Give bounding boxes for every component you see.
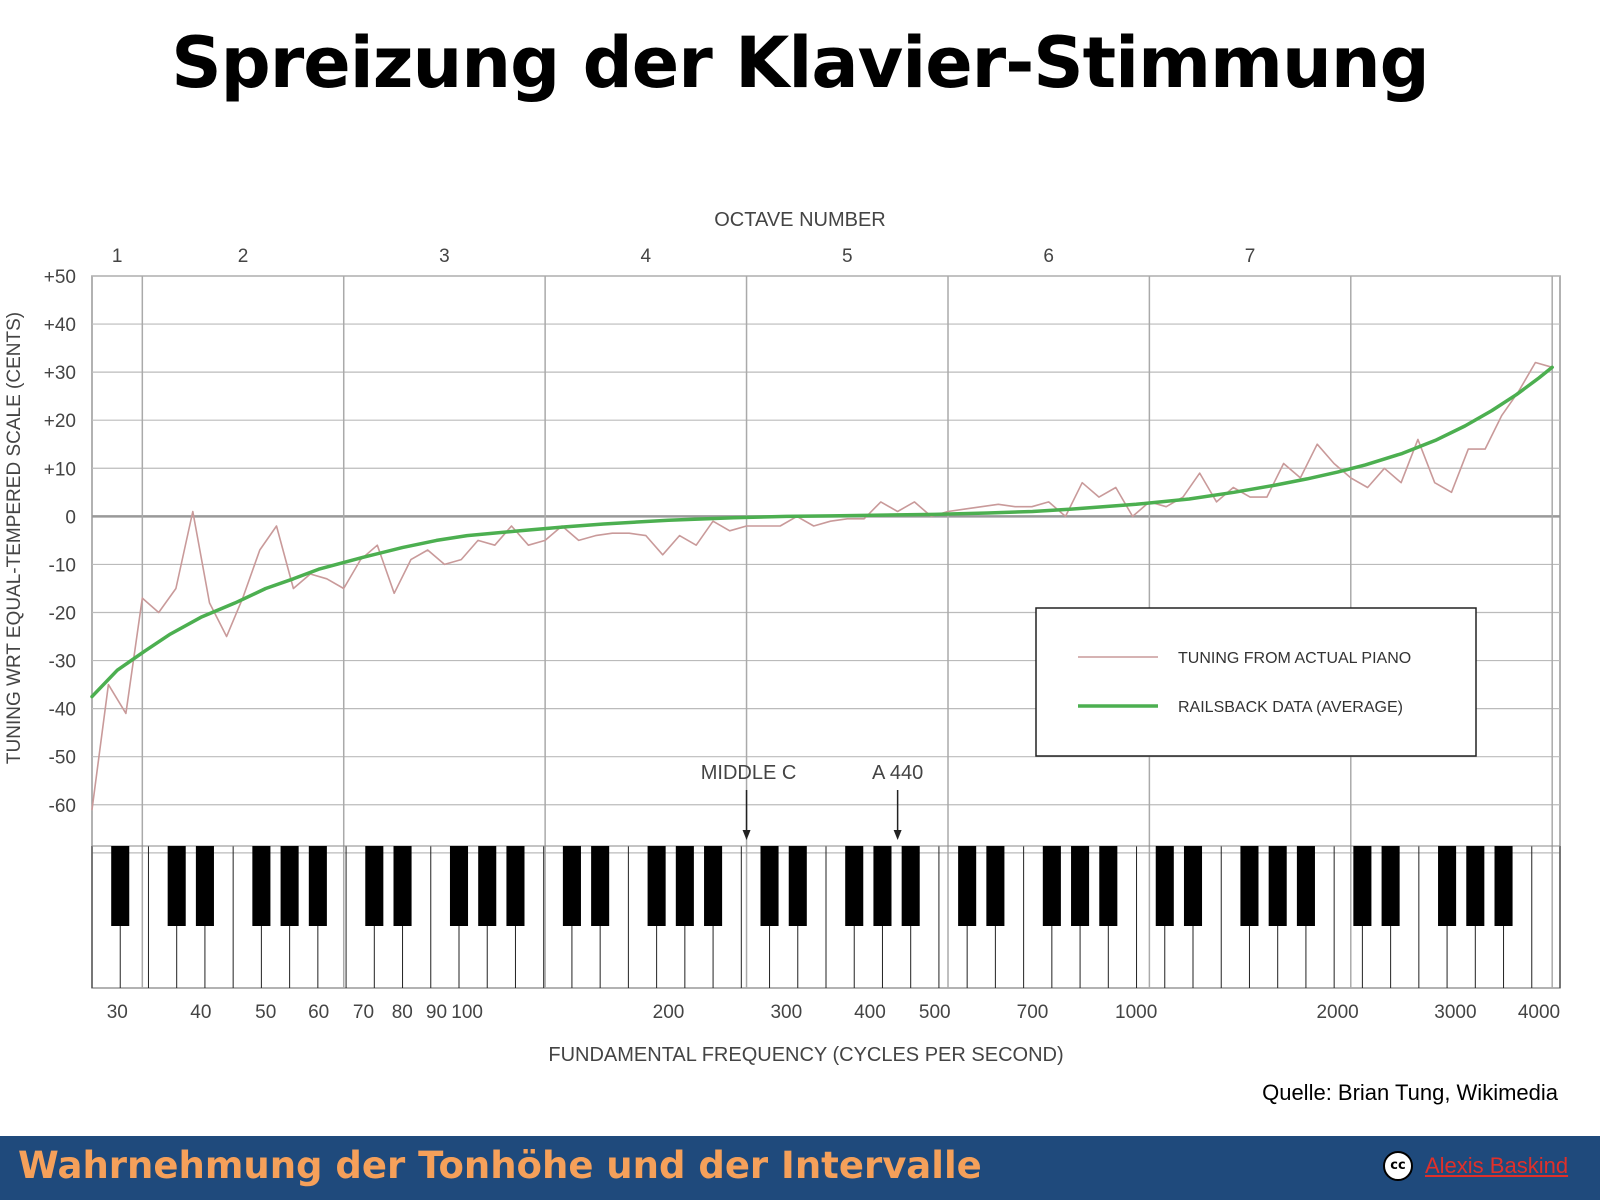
x-tick-label: 80 [392, 1002, 413, 1023]
chart-annotations: MIDDLE C A 440 [701, 762, 923, 840]
x-tick-label: 70 [353, 1002, 374, 1023]
x-tick-label: 300 [770, 1002, 802, 1023]
x-tick-label: 40 [190, 1002, 211, 1023]
black-key [280, 846, 299, 926]
slide-title: Spreizung der Klavier-Stimmung [171, 22, 1430, 104]
octave-label: 7 [1245, 246, 1256, 267]
octave-label: 6 [1043, 246, 1054, 267]
x-tick-label: 1000 [1115, 1002, 1157, 1023]
legend-label: RAILSBACK DATA (AVERAGE) [1178, 699, 1403, 716]
y-tick-label: -50 [49, 748, 76, 769]
top-axis-title: OCTAVE NUMBER [714, 209, 886, 231]
black-key [901, 846, 920, 926]
black-key [986, 846, 1005, 926]
black-key [562, 846, 581, 926]
black-key [591, 846, 610, 926]
y-tick-label: +30 [44, 363, 76, 384]
series-line-actual-piano [91, 361, 1553, 811]
annotation-label: A 440 [872, 762, 923, 784]
black-key [675, 846, 694, 926]
black-key [845, 846, 864, 926]
series-line-railsback [90, 365, 1554, 699]
y-tick-label: -20 [49, 603, 76, 624]
piano-keyboard [91, 845, 1561, 988]
black-key [1155, 846, 1174, 926]
black-key [873, 846, 892, 926]
black-key [1353, 846, 1372, 926]
x-tick-label: 100 [451, 1002, 483, 1023]
black-key [788, 846, 807, 926]
black-key [704, 846, 723, 926]
x-tick-label: 50 [255, 1002, 276, 1023]
y-tick-label: +20 [44, 411, 76, 432]
y-tick-label: -10 [49, 555, 76, 576]
y-tick-label: 0 [65, 507, 76, 528]
black-key [167, 846, 186, 926]
source-credit: Quelle: Brian Tung, Wikimedia [1262, 1080, 1558, 1105]
black-key [1268, 846, 1287, 926]
black-key [1494, 846, 1513, 926]
black-key [449, 846, 469, 926]
black-key [1183, 846, 1203, 926]
x-tick-label: 200 [653, 1002, 685, 1023]
author-link[interactable]: Alexis Baskind [1425, 1153, 1569, 1178]
black-key [308, 846, 327, 926]
black-key [1466, 846, 1485, 926]
black-key [478, 846, 497, 926]
octave-label: 4 [641, 246, 652, 267]
octave-label: 3 [439, 246, 450, 267]
octave-label: 1 [112, 246, 123, 267]
black-key [1099, 846, 1118, 926]
legend-label: TUNING FROM ACTUAL PIANO [1178, 650, 1411, 667]
black-key [393, 846, 412, 926]
black-key [1240, 846, 1259, 926]
chart-series [90, 361, 1554, 811]
tuning-chart: +50 +40 +30 +20 +10 0 -10 -20 -30 -40 -50 -60 1 2 3 4 5 6… [4, 209, 1561, 1066]
chart-axes: +50 +40 +30 +20 +10 0 -10 -20 -30 -40 -50 -60 1 2 3 4 5 6… [4, 209, 1560, 1066]
x-tick-label: 2000 [1316, 1002, 1358, 1023]
black-key [111, 846, 130, 926]
x-tick-label: 500 [919, 1002, 951, 1023]
annotation-arrowhead [893, 830, 902, 840]
black-key [195, 846, 214, 926]
black-key [252, 846, 271, 926]
black-key [958, 846, 977, 926]
black-key [365, 846, 384, 926]
octave-label: 2 [238, 246, 249, 267]
footer-bar: Wahrnehmung der Tonhöhe und der Interval… [0, 1136, 1600, 1200]
x-axis-title: FUNDAMENTAL FREQUENCY (CYCLES PER SECOND… [548, 1044, 1063, 1066]
x-tick-label: 400 [854, 1002, 886, 1023]
y-tick-label: +10 [44, 459, 76, 480]
y-tick-label: -30 [49, 652, 76, 673]
footer-title: Wahrnehmung der Tonhöhe und der Interval… [18, 1144, 982, 1187]
y-axis-title: TUNING WRT EQUAL-TEMPERED SCALE (CENTS) [4, 312, 25, 764]
x-tick-label: 700 [1017, 1002, 1049, 1023]
x-tick-label: 60 [308, 1002, 329, 1023]
y-tick-label: +40 [44, 315, 76, 336]
annotation-arrowhead [742, 830, 751, 840]
black-key [1296, 846, 1315, 926]
black-key [760, 846, 779, 926]
y-tick-label: -40 [49, 700, 76, 721]
cc-icon: cc [1383, 1151, 1413, 1181]
black-key [1042, 846, 1061, 926]
x-tick-label: 30 [107, 1002, 128, 1023]
y-tick-label: +50 [44, 267, 76, 288]
annotation-label: MIDDLE C [701, 762, 797, 784]
black-key [1381, 846, 1400, 926]
x-tick-label: 90 [426, 1002, 447, 1023]
x-tick-label: 3000 [1434, 1002, 1476, 1023]
black-key [1438, 846, 1457, 926]
black-key [647, 846, 666, 926]
black-key [1071, 846, 1090, 926]
x-tick-label: 4000 [1518, 1002, 1560, 1023]
octave-label: 5 [842, 246, 853, 267]
y-tick-label: -60 [49, 796, 76, 817]
black-key [506, 846, 525, 926]
chart-legend: TUNING FROM ACTUAL PIANO RAILSBACK DATA (… [1035, 607, 1477, 757]
legend-box [1035, 607, 1477, 757]
